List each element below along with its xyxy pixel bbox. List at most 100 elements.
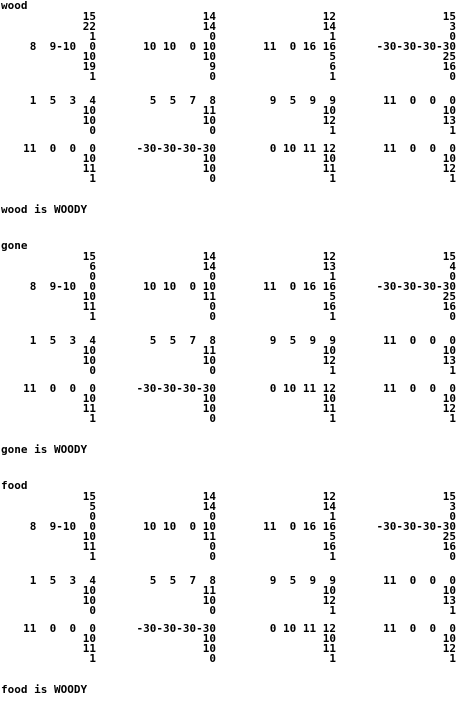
row-values: 8 9-10 0 bbox=[29, 280, 96, 293]
below-value: 12 bbox=[442, 402, 456, 415]
below-value: 10 bbox=[82, 354, 96, 367]
below-value: 10 bbox=[202, 632, 216, 645]
row-values: 1 5 3 4 bbox=[29, 574, 96, 587]
below-value: 10 bbox=[442, 584, 456, 597]
side-value: 0 bbox=[209, 270, 216, 283]
side-value: 6 bbox=[89, 260, 96, 273]
below-value: 0 bbox=[209, 604, 216, 617]
below-value: 11 bbox=[82, 162, 96, 175]
side-value: 12 bbox=[322, 490, 336, 503]
below-value: 0 bbox=[209, 364, 216, 377]
below-value: 1 bbox=[449, 172, 456, 185]
below-value: 10 bbox=[322, 344, 336, 357]
below-value: 0 bbox=[209, 550, 216, 563]
below-value: 0 bbox=[89, 364, 96, 377]
row-values: 11 0 16 16 bbox=[263, 40, 336, 53]
row-values: 1 5 3 4 bbox=[29, 334, 96, 347]
below-value: 1 bbox=[329, 604, 336, 617]
below-value: 0 bbox=[209, 540, 216, 553]
below-value: 11 bbox=[202, 344, 216, 357]
row-values: 11 0 0 0 bbox=[383, 94, 456, 107]
below-value: 10 bbox=[82, 594, 96, 607]
side-value: 14 bbox=[202, 20, 216, 33]
below-value: 10 bbox=[82, 392, 96, 405]
row-values: -30-30-30-30 bbox=[376, 40, 456, 53]
below-value: 16 bbox=[442, 540, 456, 553]
below-value: 5 bbox=[329, 50, 336, 63]
below-value: 19 bbox=[82, 60, 96, 73]
below-value: 10 bbox=[322, 392, 336, 405]
below-value: 12 bbox=[322, 354, 336, 367]
below-value: 5 bbox=[329, 530, 336, 543]
below-value: 1 bbox=[329, 412, 336, 425]
row-values: 11 0 0 0 bbox=[23, 382, 96, 395]
below-value: 1 bbox=[449, 364, 456, 377]
row-values: 10 10 0 10 bbox=[143, 520, 216, 533]
row-values: -30-30-30-30 bbox=[376, 280, 456, 293]
below-value: 10 bbox=[322, 632, 336, 645]
number-grid: 15 6 0 8 9-10 0 10 11 1 14 14 0 10 10 0 10 11 0 0 12 13… bbox=[0, 250, 472, 432]
side-value: 14 bbox=[322, 500, 336, 513]
below-value: 25 bbox=[442, 50, 456, 63]
below-value: 0 bbox=[209, 172, 216, 185]
below-value: 11 bbox=[202, 530, 216, 543]
side-value: 12 bbox=[322, 10, 336, 23]
below-value: 11 bbox=[82, 540, 96, 553]
row-values: -30-30-30-30 bbox=[376, 520, 456, 533]
side-value: 3 bbox=[449, 500, 456, 513]
below-value: 16 bbox=[322, 540, 336, 553]
below-value: 10 bbox=[82, 632, 96, 645]
below-value: 10 bbox=[82, 50, 96, 63]
side-value: 3 bbox=[449, 20, 456, 33]
side-value: 0 bbox=[449, 30, 456, 43]
side-value: 0 bbox=[89, 270, 96, 283]
word-section-food: food 15 5 0 8 9-10 0 10 11 1 14 14 0 10 10 0 10 11 0… bbox=[0, 480, 472, 720]
below-value: 1 bbox=[449, 412, 456, 425]
below-value: 10 bbox=[322, 584, 336, 597]
row-values: 11 0 0 0 bbox=[383, 382, 456, 395]
row-values: 11 0 0 0 bbox=[23, 142, 96, 155]
below-value: 0 bbox=[209, 310, 216, 323]
below-value: 11 bbox=[322, 402, 336, 415]
word-title: wood bbox=[1, 0, 28, 12]
below-value: 0 bbox=[209, 652, 216, 665]
below-value: 10 bbox=[82, 344, 96, 357]
row-values: -30-30-30-30 bbox=[136, 622, 216, 635]
below-value: 1 bbox=[89, 652, 96, 665]
below-value: 25 bbox=[442, 290, 456, 303]
below-value: 12 bbox=[322, 594, 336, 607]
below-value: 10 bbox=[202, 642, 216, 655]
below-value: 0 bbox=[449, 550, 456, 563]
word-title: food bbox=[1, 479, 28, 492]
side-value: 14 bbox=[202, 490, 216, 503]
below-value: 13 bbox=[442, 354, 456, 367]
below-value: 1 bbox=[89, 70, 96, 83]
side-value: 15 bbox=[82, 10, 96, 23]
below-value: 1 bbox=[329, 310, 336, 323]
row-values: 10 10 0 10 bbox=[143, 280, 216, 293]
side-value: 4 bbox=[449, 260, 456, 273]
below-value: 11 bbox=[82, 402, 96, 415]
side-value: 15 bbox=[442, 490, 456, 503]
below-value: 12 bbox=[322, 114, 336, 127]
side-value: 15 bbox=[442, 250, 456, 263]
below-value: 1 bbox=[449, 652, 456, 665]
row-values: 8 9-10 0 bbox=[29, 520, 96, 533]
side-value: 5 bbox=[89, 500, 96, 513]
below-value: 0 bbox=[89, 124, 96, 137]
side-value: 1 bbox=[329, 270, 336, 283]
side-value: 14 bbox=[202, 260, 216, 273]
below-value: 10 bbox=[442, 632, 456, 645]
below-value: 25 bbox=[442, 530, 456, 543]
below-value: 10 bbox=[322, 152, 336, 165]
row-values: 11 0 0 0 bbox=[383, 574, 456, 587]
below-value: 0 bbox=[449, 310, 456, 323]
side-value: 22 bbox=[82, 20, 96, 33]
below-value: 10 bbox=[82, 584, 96, 597]
side-value: 14 bbox=[202, 10, 216, 23]
side-value: 1 bbox=[329, 510, 336, 523]
below-value: 9 bbox=[209, 60, 216, 73]
below-value: 12 bbox=[442, 642, 456, 655]
below-value: 0 bbox=[449, 70, 456, 83]
below-value: 1 bbox=[329, 364, 336, 377]
